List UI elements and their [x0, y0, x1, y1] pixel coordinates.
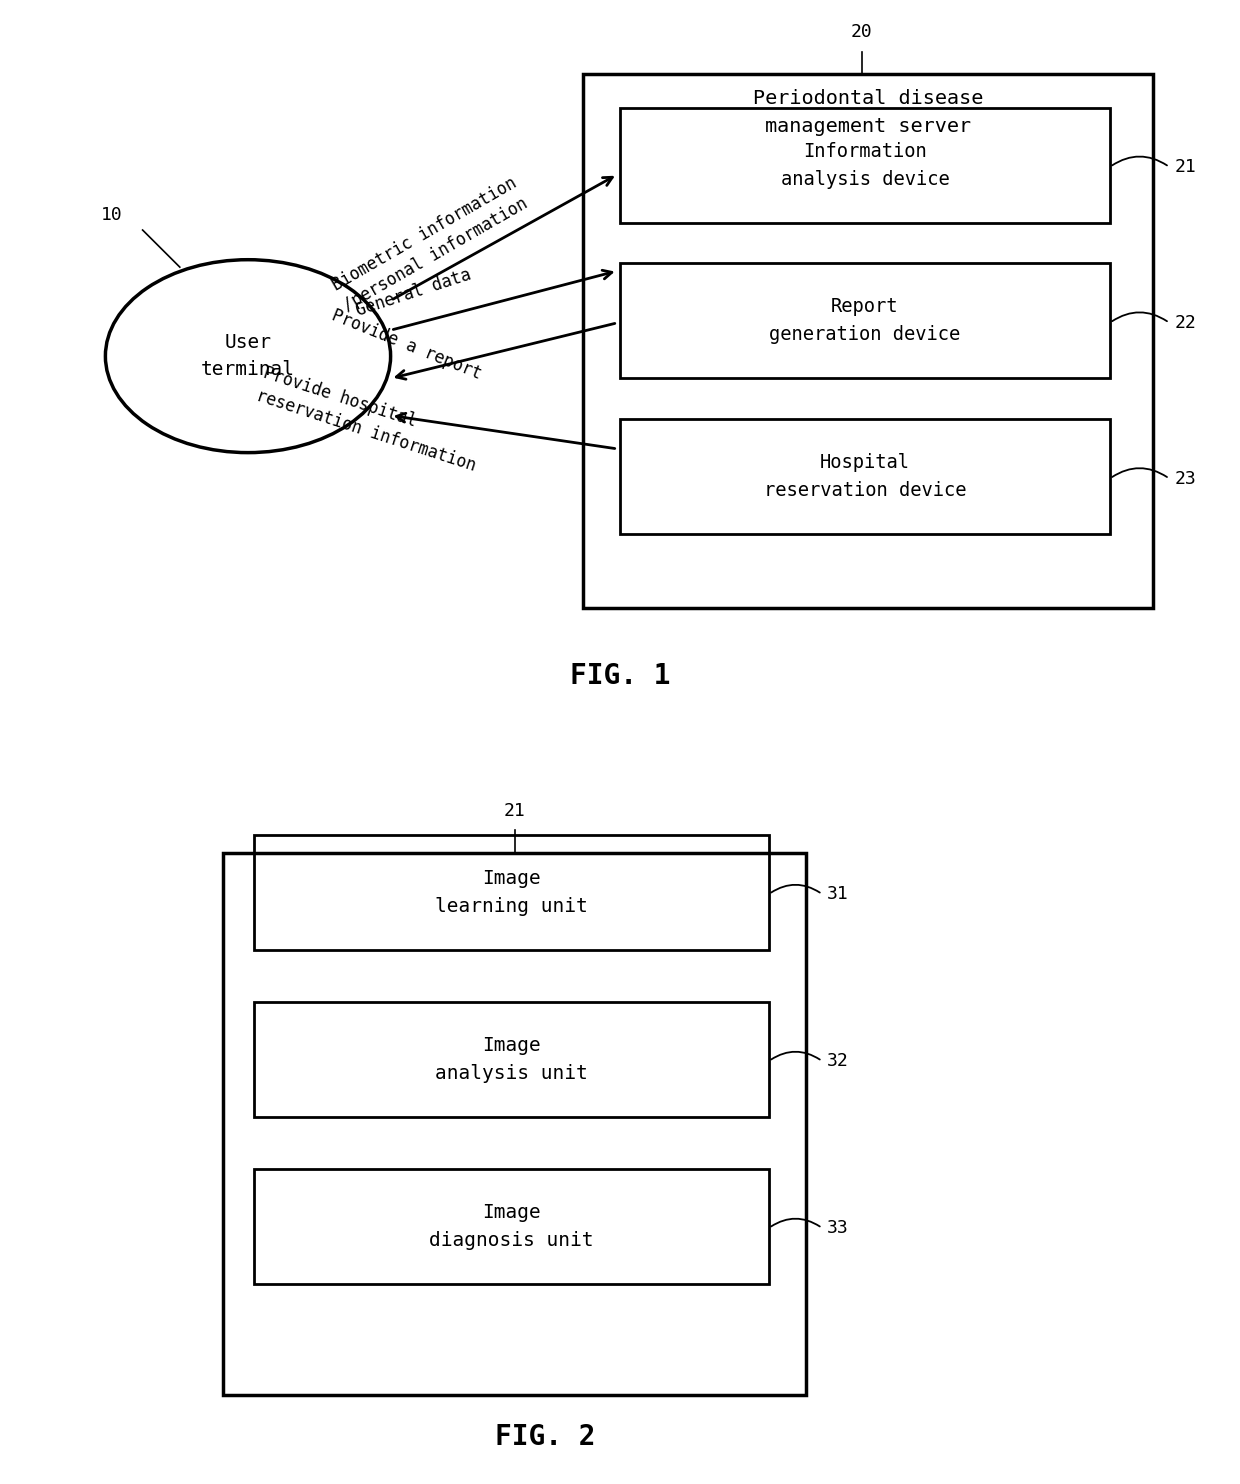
- Bar: [254, 1169, 769, 1284]
- Text: 33: 33: [827, 1218, 849, 1238]
- Bar: [254, 834, 769, 950]
- Bar: [583, 74, 1153, 608]
- Text: Image
diagnosis unit: Image diagnosis unit: [429, 1202, 594, 1250]
- Text: Biometric information
/personal information: Biometric information /personal informat…: [329, 174, 531, 316]
- Text: 21: 21: [1174, 157, 1197, 177]
- Text: Image
analysis unit: Image analysis unit: [435, 1036, 588, 1083]
- Text: Provide hospital
reservation information: Provide hospital reservation information: [254, 364, 486, 475]
- Text: Report
generation device: Report generation device: [769, 297, 961, 344]
- Text: 20: 20: [851, 22, 873, 40]
- Text: 22: 22: [1174, 313, 1197, 332]
- Text: Hospital
reservation device: Hospital reservation device: [764, 453, 966, 500]
- Bar: [223, 853, 806, 1395]
- Text: General data: General data: [353, 266, 474, 321]
- Text: FIG. 1: FIG. 1: [569, 662, 671, 690]
- Bar: [620, 418, 1110, 534]
- Text: 31: 31: [827, 884, 849, 904]
- Text: Information
analysis device: Information analysis device: [780, 141, 950, 188]
- Text: 23: 23: [1174, 469, 1197, 488]
- Text: FIG. 2: FIG. 2: [495, 1423, 596, 1451]
- Text: Periodontal disease
management server: Periodontal disease management server: [753, 89, 983, 137]
- Text: 32: 32: [827, 1052, 849, 1070]
- Text: Provide a report: Provide a report: [329, 306, 484, 383]
- Bar: [254, 1002, 769, 1116]
- Text: User
terminal: User terminal: [201, 334, 295, 378]
- Bar: [620, 107, 1110, 223]
- Bar: [620, 264, 1110, 378]
- Text: 10: 10: [100, 206, 123, 224]
- Text: Image
learning unit: Image learning unit: [435, 868, 588, 916]
- Text: 21: 21: [503, 801, 526, 819]
